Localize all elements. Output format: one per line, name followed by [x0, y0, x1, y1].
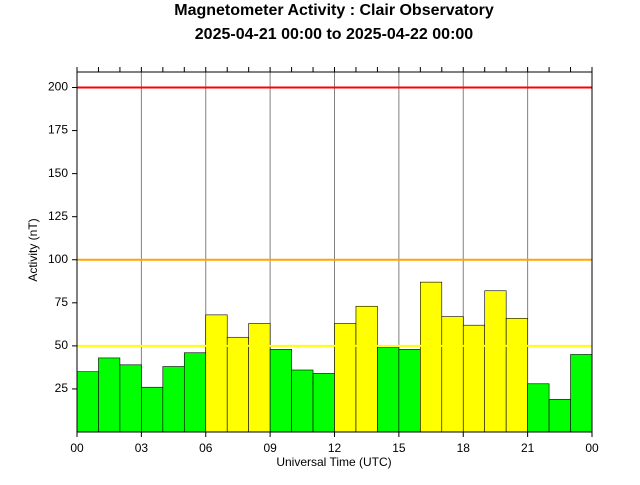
bar: [570, 354, 593, 433]
x-tick-label: 00: [585, 441, 599, 455]
x-tick-label: 15: [392, 441, 406, 455]
bar: [484, 290, 507, 433]
bar: [462, 324, 486, 433]
bar: [183, 352, 207, 433]
chart-title: Magnetometer Activity : Clair Observator…: [174, 2, 494, 19]
x-tick-label: 18: [457, 441, 471, 455]
x-tick-label: 00: [70, 441, 84, 455]
y-tick-label: 25: [55, 381, 69, 395]
bar: [119, 364, 142, 433]
chart-subtitle: 2025-04-21 00:00 to 2025-04-22 00:00: [195, 26, 474, 43]
bar: [269, 349, 292, 433]
y-axis-label: Activity (nT): [26, 218, 40, 281]
y-tick-label: 200: [48, 80, 68, 94]
bar: [98, 357, 121, 433]
y-tick-label: 125: [48, 209, 68, 223]
x-tick-label: 12: [328, 441, 342, 455]
bar: [248, 323, 271, 433]
bar: [377, 347, 400, 433]
bar: [420, 281, 443, 433]
bar: [548, 398, 571, 433]
bar: [76, 371, 99, 433]
y-tick-label: 75: [55, 295, 69, 309]
bar: [441, 316, 464, 433]
y-tick-label: 150: [48, 166, 68, 180]
bar: [334, 323, 357, 433]
x-axis-label: Universal Time (UTC): [276, 455, 391, 469]
x-tick-label: 03: [135, 441, 149, 455]
bar: [162, 366, 185, 433]
bar: [141, 386, 164, 433]
bar: [355, 305, 378, 433]
bar: [312, 373, 335, 433]
bar: [527, 383, 550, 433]
bar: [505, 318, 528, 433]
x-tick-label: 21: [521, 441, 535, 455]
y-tick-label: 50: [55, 338, 69, 352]
bar: [291, 369, 314, 433]
x-tick-label: 09: [263, 441, 277, 455]
x-tick-label: 06: [199, 441, 213, 455]
bar: [205, 314, 228, 433]
bar: [398, 349, 421, 433]
y-tick-label: 100: [48, 252, 68, 266]
y-tick-label: 175: [48, 123, 68, 137]
bar: [226, 336, 249, 433]
